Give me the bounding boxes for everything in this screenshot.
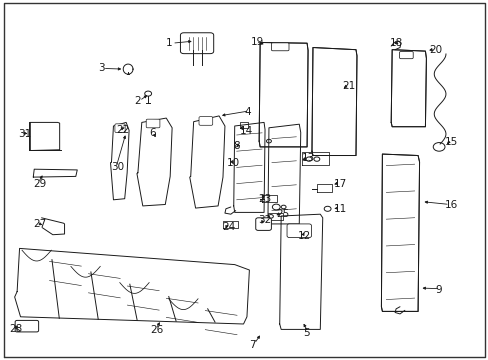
Text: 31: 31 — [19, 129, 32, 139]
FancyBboxPatch shape — [115, 124, 125, 132]
FancyBboxPatch shape — [15, 320, 39, 332]
Text: 10: 10 — [226, 158, 240, 168]
Text: 23: 23 — [258, 194, 271, 204]
Polygon shape — [15, 248, 249, 324]
Text: 2: 2 — [134, 96, 141, 106]
Text: 30: 30 — [111, 162, 124, 172]
Text: 9: 9 — [434, 285, 441, 295]
Text: 16: 16 — [444, 200, 457, 210]
FancyBboxPatch shape — [146, 119, 160, 128]
Polygon shape — [390, 50, 426, 127]
Text: 6: 6 — [149, 128, 156, 138]
Text: 15: 15 — [444, 137, 457, 147]
FancyBboxPatch shape — [180, 33, 213, 54]
Text: 19: 19 — [250, 37, 264, 48]
Text: 13: 13 — [302, 153, 315, 163]
Text: 24: 24 — [222, 222, 235, 232]
Text: 32: 32 — [258, 215, 271, 225]
Polygon shape — [311, 48, 356, 156]
Text: 14: 14 — [239, 126, 252, 136]
Text: 21: 21 — [342, 81, 355, 91]
FancyBboxPatch shape — [286, 224, 311, 238]
Text: 27: 27 — [33, 219, 46, 229]
Text: 8: 8 — [233, 141, 240, 151]
Text: 18: 18 — [389, 38, 403, 48]
FancyBboxPatch shape — [255, 218, 271, 230]
Polygon shape — [381, 154, 419, 311]
Text: 5: 5 — [303, 328, 309, 338]
Text: 28: 28 — [9, 324, 22, 334]
Text: 29: 29 — [33, 179, 46, 189]
FancyBboxPatch shape — [271, 43, 288, 51]
Text: 11: 11 — [333, 204, 346, 214]
Text: 4: 4 — [244, 107, 251, 117]
Polygon shape — [259, 42, 307, 147]
Text: 1: 1 — [166, 38, 173, 48]
FancyBboxPatch shape — [199, 117, 212, 125]
FancyBboxPatch shape — [399, 51, 412, 59]
Text: 7: 7 — [249, 340, 256, 350]
Text: 17: 17 — [333, 179, 346, 189]
Text: 26: 26 — [150, 325, 163, 336]
Text: 25: 25 — [275, 209, 288, 219]
Text: 22: 22 — [116, 125, 129, 135]
Text: 12: 12 — [298, 231, 311, 241]
Text: 20: 20 — [428, 45, 442, 55]
Text: 3: 3 — [98, 63, 104, 73]
